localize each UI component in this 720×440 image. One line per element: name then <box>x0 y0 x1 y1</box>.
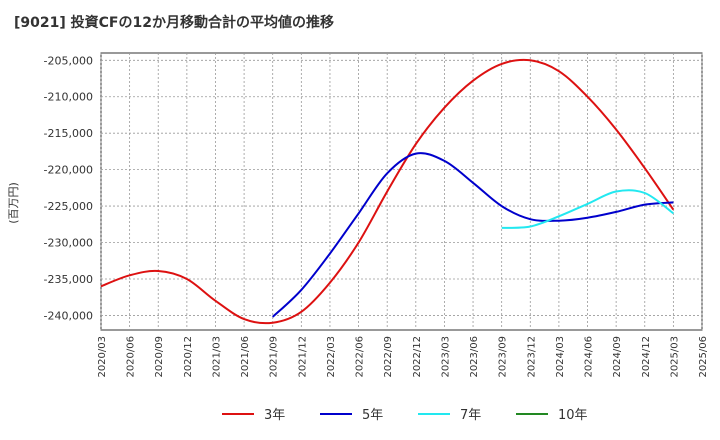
x-tick-label: 2022/12 <box>412 336 423 378</box>
chart-title: [9021] 投資CFの12か月移動合計の平均値の推移 <box>14 15 334 31</box>
x-tick-label: 2020/03 <box>97 336 108 378</box>
legend-label: 3年 <box>264 408 285 423</box>
plot-area <box>100 52 703 331</box>
y-tick-label: -235,000 <box>44 273 93 286</box>
legend: 3年 5年 7年 10年 <box>222 408 588 423</box>
x-tick-label: 2023/03 <box>440 336 451 378</box>
gridlines <box>100 53 703 330</box>
series-line-3年 <box>100 58 675 325</box>
x-tick-label: 2023/06 <box>469 336 480 378</box>
x-tick-label: 2020/12 <box>183 336 194 378</box>
y-tick-label: -210,000 <box>44 91 93 104</box>
y-axis-ticks: -205,000 -210,000 -215,000 -220,000 -225,000… <box>44 54 93 322</box>
x-tick-label: 2022/09 <box>383 336 394 378</box>
series-line-7年 <box>501 189 674 229</box>
y-tick-label: -215,000 <box>44 127 93 140</box>
x-tick-label: 2021/12 <box>297 336 308 378</box>
series-line-5年 <box>272 152 674 318</box>
x-tick-label: 2020/09 <box>154 336 165 378</box>
x-tick-label: 2025/03 <box>669 336 680 378</box>
x-tick-label: 2022/06 <box>355 336 366 378</box>
y-tick-label: -225,000 <box>44 200 93 213</box>
x-tick-label: 2021/09 <box>269 336 280 378</box>
x-tick-label: 2022/03 <box>326 336 337 378</box>
y-tick-label: -240,000 <box>44 309 93 322</box>
legend-label: 5年 <box>362 408 383 423</box>
x-tick-label: 2023/12 <box>526 336 537 378</box>
y-axis-label: (百万円) <box>7 182 20 224</box>
series-lines <box>100 58 675 325</box>
x-tick-label: 2023/09 <box>498 336 509 378</box>
x-tick-label: 2024/03 <box>555 336 566 378</box>
x-tick-label: 2025/06 <box>698 336 709 378</box>
plot-frame <box>100 52 703 331</box>
y-tick-label: -220,000 <box>44 164 93 177</box>
x-axis-ticks: 2020/03 2020/06 2020/09 2020/12 2021/03 2021/… <box>97 336 709 378</box>
x-tick-label: 2021/03 <box>211 336 222 378</box>
x-tick-label: 2024/06 <box>584 336 595 378</box>
x-tick-label: 2020/06 <box>126 336 137 378</box>
x-tick-label: 2024/12 <box>641 336 652 378</box>
legend-label: 10年 <box>558 408 588 423</box>
x-tick-label: 2024/09 <box>612 336 623 378</box>
legend-label: 7年 <box>460 408 481 423</box>
x-tick-label: 2021/06 <box>240 336 251 378</box>
y-tick-label: -205,000 <box>44 54 93 67</box>
y-tick-label: -230,000 <box>44 237 93 250</box>
